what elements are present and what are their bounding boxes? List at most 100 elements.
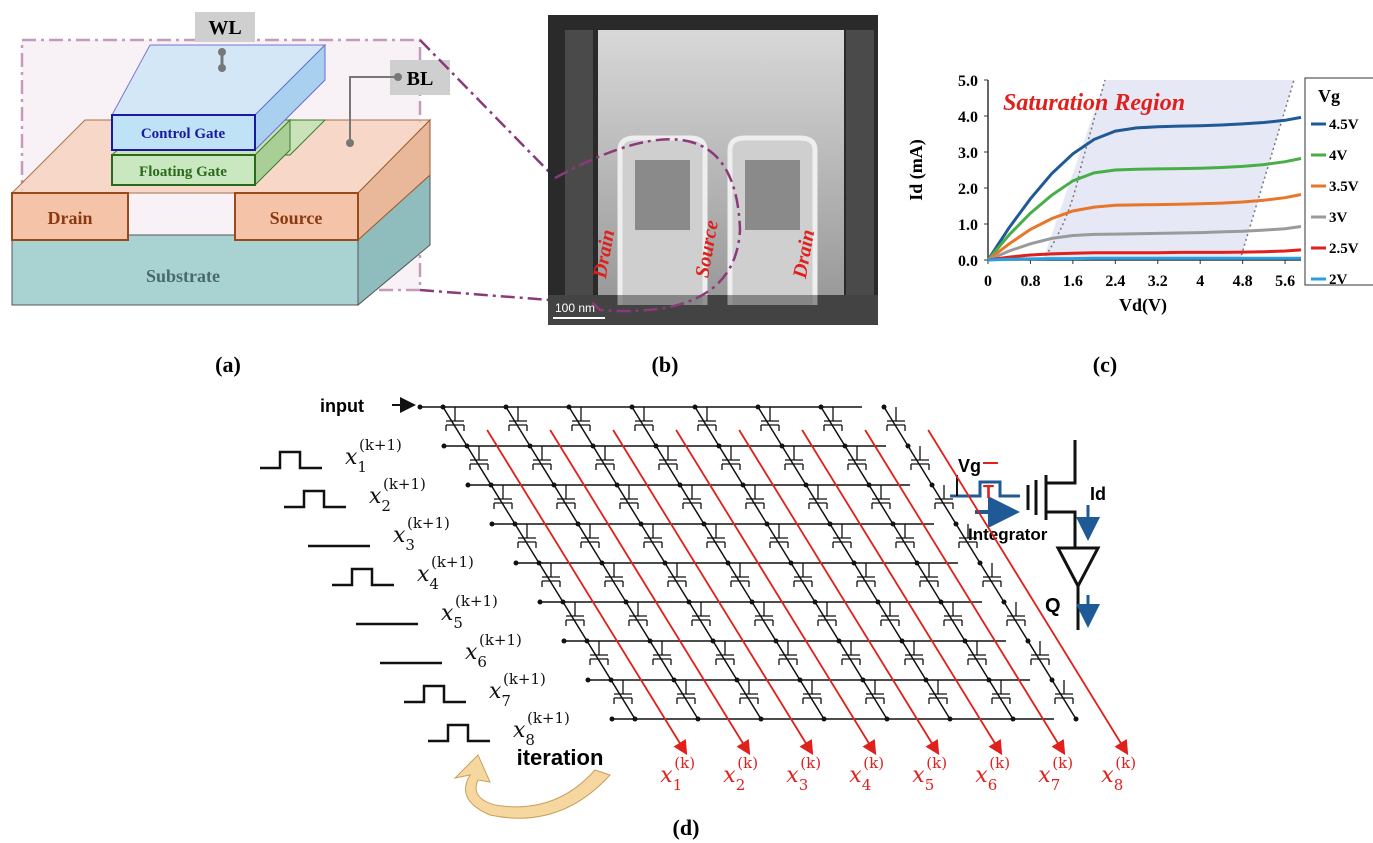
math-label: x8(k) [1101,754,1136,794]
panel-b: 100 nm Drain Source Drain (b) [548,15,878,377]
math-superscript: (k+1) [359,436,402,454]
node [490,522,495,527]
node [861,678,866,683]
y-tick-label: 0.0 [958,253,978,270]
source-label: Source [270,208,323,228]
math-superscript: (k) [674,754,695,772]
math-base: x [369,484,382,509]
math-label: x7(k+1) [489,670,546,710]
y-tick-label: 3.0 [958,145,978,162]
math-label: x3(k) [786,754,821,794]
integrator [1058,548,1098,586]
node [711,639,716,644]
node [813,600,818,605]
zoom-line [420,40,555,178]
math-subscript: 5 [925,776,935,794]
math-subscript: 8 [1114,776,1124,794]
legend-label: 3V [1329,210,1348,226]
node [537,561,542,566]
node [924,678,929,683]
math-label: x2(k) [723,754,758,794]
bl-dot [346,139,354,147]
node [765,522,770,527]
math-superscript: (k) [926,754,947,772]
legend-label: 2.5V [1329,241,1359,257]
math-superscript: (k+1) [431,553,474,571]
node [639,522,644,527]
x-tick-label: 2.4 [1105,273,1125,290]
y-tick-label: 2.0 [958,181,978,198]
substrate-label: Substrate [146,266,220,286]
node [891,522,896,527]
node [615,483,620,488]
node [852,561,857,566]
node [648,639,653,644]
node [876,600,881,605]
node [939,600,944,605]
bl-dot [394,73,402,81]
node [654,444,659,449]
math-base: x [849,763,862,788]
x-tick-label: 0.8 [1020,273,1040,290]
node [978,561,983,566]
y-tick-label: 1.0 [958,217,978,234]
input-pulse [260,452,322,468]
caption: (a) [215,352,241,377]
node [906,444,911,449]
node [822,717,827,722]
math-base: x [513,718,526,743]
math-subscript: 4 [862,776,872,794]
input-label: input [320,396,364,416]
math-superscript: (k) [989,754,1010,772]
tem-gate-core [635,160,690,230]
node [987,678,992,683]
caption: (d) [673,815,700,840]
drain-wire [1046,440,1075,483]
output-line [487,430,685,752]
node [726,561,731,566]
node [819,405,824,410]
node [528,444,533,449]
tem-substrate [548,295,878,325]
tem-drain-electrode [846,30,874,295]
node [756,405,761,410]
math-superscript: (k) [1052,754,1073,772]
math-subscript: 7 [501,692,511,710]
math-superscript: (k+1) [455,592,498,610]
math-subscript: 7 [1051,776,1061,794]
zoom-line [420,290,550,300]
legend-title: Vg [1318,86,1340,106]
tem-gate-core [745,160,800,230]
legend-label: 4V [1329,148,1348,164]
math-subscript: 2 [736,776,746,794]
legend-label: 2V [1329,272,1348,288]
math-superscript: (k) [1115,754,1136,772]
node [465,444,470,449]
node [882,405,887,410]
node [576,522,581,527]
x-tick-label: 4.8 [1233,273,1253,290]
math-subscript: 5 [453,614,463,632]
node [774,639,779,644]
tem-drain-electrode [565,30,593,295]
y-axis-label: Id (mA) [906,139,927,201]
x-tick-label: 3.2 [1148,273,1168,290]
math-subscript: 1 [357,458,367,476]
math-label: x1(k+1) [345,436,402,476]
node [900,639,905,644]
page: WL BL Control Gate Floating Gate Drain S… [0,0,1373,843]
node [1050,678,1055,683]
node [843,444,848,449]
math-superscript: (k) [863,754,884,772]
math-base: x [417,562,430,587]
input-pulse [284,491,346,507]
annotation: Saturation Region [1003,90,1185,116]
node [538,600,543,605]
math-label: x3(k+1) [393,514,450,554]
math-label: x4(k+1) [417,553,474,593]
wl-label: WL [208,17,241,39]
x-tick-label: 1.6 [1063,273,1083,290]
panel-d: input iteration (d) Vg T Id Integrator Q… [260,396,1136,840]
node [780,444,785,449]
floating-gate-label: Floating Gate [139,164,227,180]
